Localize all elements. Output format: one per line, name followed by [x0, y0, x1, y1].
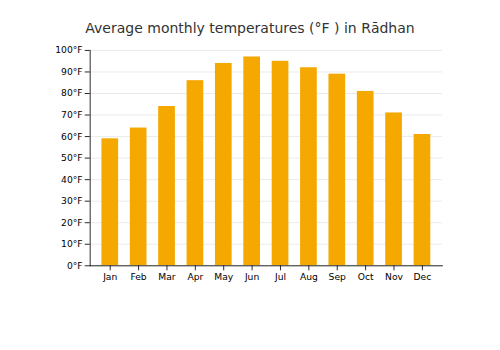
svg-text:20°F: 20°F: [61, 217, 83, 228]
svg-text:Jan: Jan: [102, 271, 117, 282]
html-text:Average monthly temperatures (: Average monthly temperatures (°F ) in Rā…: [85, 20, 415, 36]
svg-text:50°F: 50°F: [61, 152, 83, 163]
svg-text:May: May: [214, 271, 234, 282]
svg-text:Jul: Jul: [274, 271, 286, 282]
svg-text:Sep: Sep: [329, 271, 346, 282]
svg-text:Feb: Feb: [130, 271, 146, 282]
svg-text:100°F: 100°F: [55, 44, 82, 55]
svg-text:Apr: Apr: [187, 271, 203, 282]
svg-text:80°F: 80°F: [61, 87, 83, 98]
svg-text:Dec: Dec: [413, 271, 431, 282]
svg-text:30°F: 30°F: [61, 195, 83, 206]
svg-text:Mar: Mar: [158, 271, 176, 282]
svg-text:10°F: 10°F: [61, 238, 83, 249]
svg-text:Oct: Oct: [358, 271, 374, 282]
svg-text:Jun: Jun: [244, 271, 260, 282]
svg-text:Aug: Aug: [300, 271, 318, 282]
svg-text:0°F: 0°F: [67, 260, 83, 271]
svg-text:70°F: 70°F: [61, 109, 83, 120]
svg-text:40°F: 40°F: [61, 174, 83, 185]
svg-text:60°F: 60°F: [61, 131, 83, 142]
svg-text:Nov: Nov: [385, 271, 403, 282]
svg-text:90°F: 90°F: [61, 66, 83, 77]
